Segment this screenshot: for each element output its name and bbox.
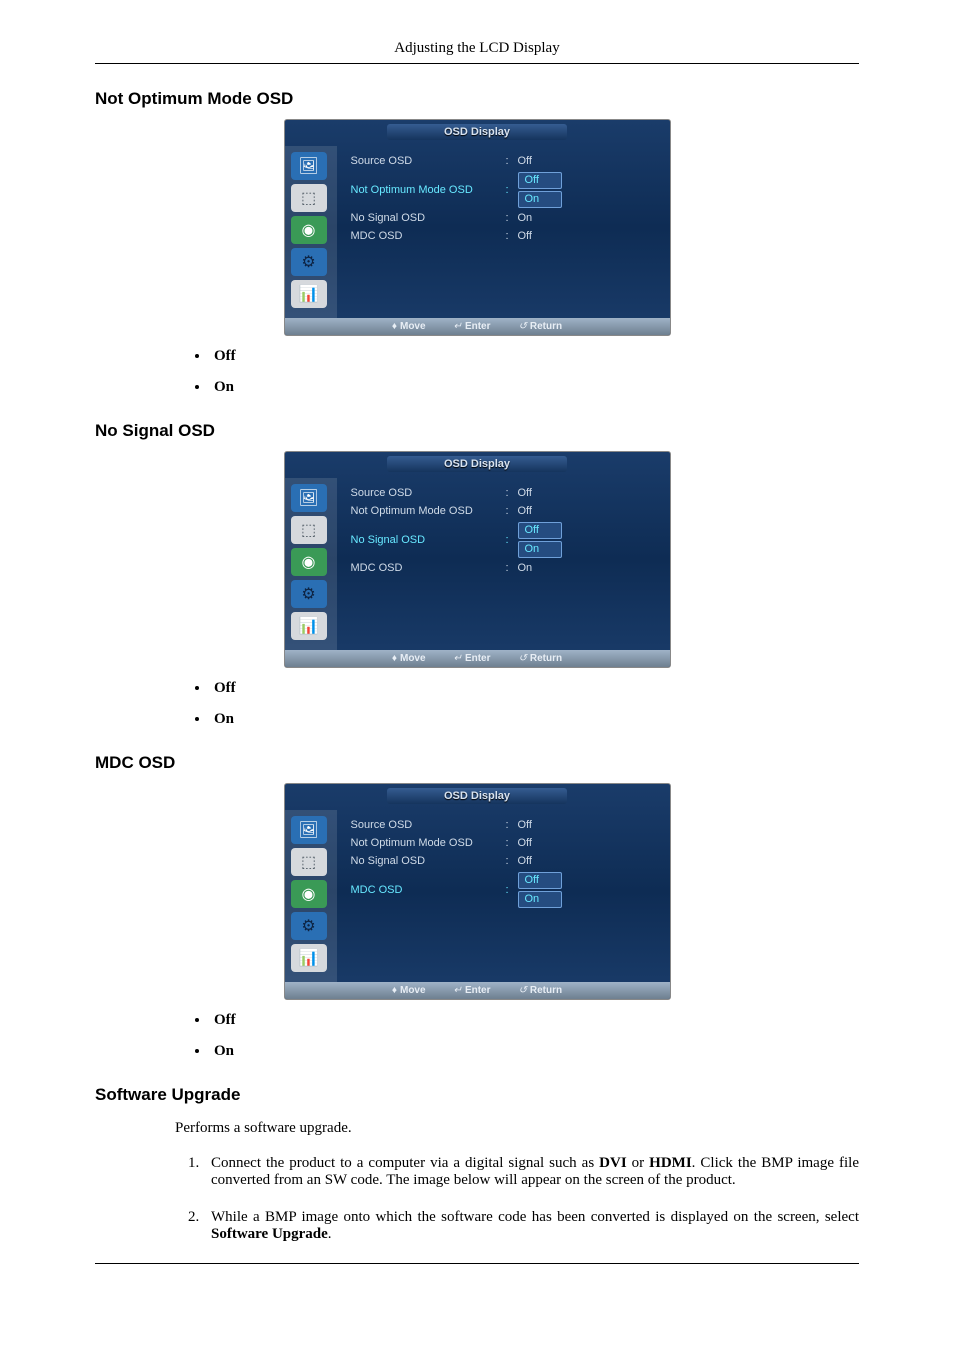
osd-title: OSD Display (387, 788, 567, 804)
slider-icon: ⬚ (291, 184, 327, 212)
section-title-no-signal: No Signal OSD (95, 421, 859, 441)
chart-icon: 📊 (291, 280, 327, 308)
osd-sidebar: 🖼 ⬚ ◉ ⚙ 📊 (285, 146, 337, 318)
osd-menu: Source OSD:Off Not Optimum Mode OSD:Off … (337, 810, 670, 982)
osd-item-label: MDC OSD (351, 561, 506, 576)
clock-icon: ◉ (291, 880, 327, 908)
list-item: On (210, 711, 859, 728)
header-rule (95, 63, 859, 64)
osd-item-value: Off (518, 836, 532, 851)
option-list: Off On (210, 1012, 859, 1060)
osd-item-value: On (518, 541, 562, 558)
list-item: On (210, 1043, 859, 1060)
osd-screenshot-2: OSD Display 🖼 ⬚ ◉ ⚙ 📊 Source OSD:Off Not… (95, 451, 859, 668)
option-list: Off On (210, 680, 859, 728)
chart-icon: 📊 (291, 612, 327, 640)
return-icon: ↺ (519, 321, 527, 332)
osd-menu: Source OSD:Off Not Optimum Mode OSD:Off … (337, 478, 670, 650)
move-icon: ♦ (392, 321, 397, 332)
osd-item-label: MDC OSD (351, 229, 506, 244)
osd-item-value: Off (518, 504, 532, 519)
list-item: Off (210, 348, 859, 365)
osd-item-label: Source OSD (351, 486, 506, 501)
list-item: While a BMP image onto which the softwar… (203, 1209, 859, 1243)
osd-item-value: Off (518, 486, 532, 501)
osd-item-value: Off (518, 818, 532, 833)
gear-icon: ⚙ (291, 580, 327, 608)
intro-text: Performs a software upgrade. (175, 1120, 859, 1137)
enter-icon: ↵ (454, 985, 462, 996)
return-icon: ↺ (519, 985, 527, 996)
return-icon: ↺ (519, 653, 527, 664)
osd-item-label: No Signal OSD (351, 211, 506, 226)
osd-title: OSD Display (387, 124, 567, 140)
list-item: Off (210, 680, 859, 697)
osd-sidebar: 🖼 ⬚ ◉ ⚙ 📊 (285, 478, 337, 650)
osd-item-label: MDC OSD (351, 883, 506, 898)
osd-item-label: Not Optimum Mode OSD (351, 183, 506, 198)
osd-title: OSD Display (387, 456, 567, 472)
osd-item-label: Not Optimum Mode OSD (351, 504, 506, 519)
section-title-mdc: MDC OSD (95, 753, 859, 773)
osd-sidebar: 🖼 ⬚ ◉ ⚙ 📊 (285, 810, 337, 982)
osd-item-label: Source OSD (351, 154, 506, 169)
osd-item-value: On (518, 211, 533, 226)
step-list: Connect the product to a computer via a … (175, 1155, 859, 1243)
osd-item-value: Off (518, 172, 562, 189)
clock-icon: ◉ (291, 548, 327, 576)
osd-footer: ♦Move ↵Enter ↺Return (285, 650, 670, 667)
picture-icon: 🖼 (291, 816, 327, 844)
option-list: Off On (210, 348, 859, 396)
gear-icon: ⚙ (291, 248, 327, 276)
osd-item-value: On (518, 891, 562, 908)
enter-icon: ↵ (454, 321, 462, 332)
osd-screenshot-3: OSD Display 🖼 ⬚ ◉ ⚙ 📊 Source OSD:Off Not… (95, 783, 859, 1000)
osd-item-value: Off (518, 872, 562, 889)
section-title-not-optimum: Not Optimum Mode OSD (95, 89, 859, 109)
picture-icon: 🖼 (291, 152, 327, 180)
osd-item-value: Off (518, 154, 532, 169)
osd-item-label: Source OSD (351, 818, 506, 833)
list-item: Off (210, 1012, 859, 1029)
slider-icon: ⬚ (291, 848, 327, 876)
gear-icon: ⚙ (291, 912, 327, 940)
osd-item-value: On (518, 191, 562, 208)
osd-item-value: Off (518, 854, 532, 869)
footer-rule (95, 1263, 859, 1264)
enter-icon: ↵ (454, 653, 462, 664)
list-item: On (210, 379, 859, 396)
osd-item-value: On (518, 561, 533, 576)
osd-item-label: No Signal OSD (351, 854, 506, 869)
osd-item-value: Off (518, 229, 532, 244)
osd-item-label: Not Optimum Mode OSD (351, 836, 506, 851)
move-icon: ♦ (392, 653, 397, 664)
osd-item-value: Off (518, 522, 562, 539)
section-title-software-upgrade: Software Upgrade (95, 1085, 859, 1105)
picture-icon: 🖼 (291, 484, 327, 512)
osd-footer: ♦Move ↵Enter ↺Return (285, 982, 670, 999)
osd-menu: Source OSD:Off Not Optimum Mode OSD:OffO… (337, 146, 670, 318)
slider-icon: ⬚ (291, 516, 327, 544)
list-item: Connect the product to a computer via a … (203, 1155, 859, 1189)
osd-item-label: No Signal OSD (351, 533, 506, 548)
osd-screenshot-1: OSD Display 🖼 ⬚ ◉ ⚙ 📊 Source OSD:Off Not… (95, 119, 859, 336)
move-icon: ♦ (392, 985, 397, 996)
clock-icon: ◉ (291, 216, 327, 244)
osd-footer: ♦Move ↵Enter ↺Return (285, 318, 670, 335)
chart-icon: 📊 (291, 944, 327, 972)
page-header-title: Adjusting the LCD Display (95, 40, 859, 63)
